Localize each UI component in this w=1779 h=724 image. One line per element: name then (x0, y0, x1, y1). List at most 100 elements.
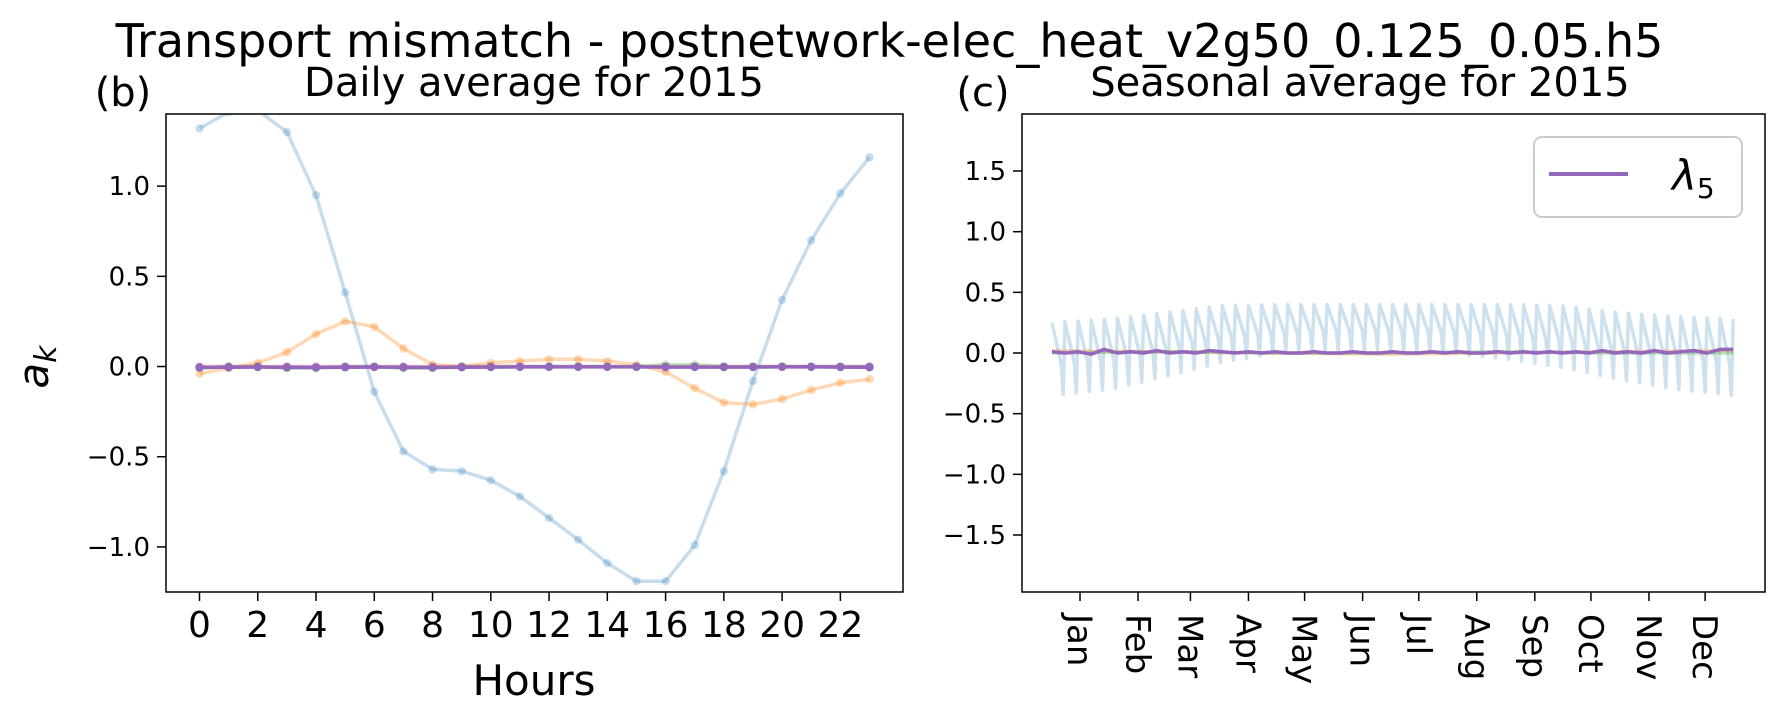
daily-series-1-point (719, 466, 729, 476)
seasonal-ytick-label: 0.5 (965, 278, 1006, 308)
daily-ytick-label: 0.0 (109, 353, 150, 383)
daily-series-5-point (603, 362, 612, 372)
seasonal-series-group (1050, 302, 1735, 398)
daily-series-5-point (807, 362, 816, 372)
daily-ytick-label: 1.0 (109, 172, 150, 202)
daily-series-5-point (777, 362, 787, 372)
daily-series-2-point (836, 378, 845, 387)
daily-xtick-label: 8 (421, 605, 444, 646)
daily-series-1-point (486, 475, 496, 485)
daily-series-2-point (719, 398, 729, 407)
daily-series-2-point (807, 385, 816, 395)
daily-series-5-point (282, 363, 292, 372)
daily-xtick-label: 20 (759, 605, 805, 646)
seasonal-ytick-label: 0.0 (965, 339, 1006, 369)
seasonal-xtick-label: Nov (1628, 614, 1668, 680)
daily-series-1-point (573, 535, 583, 544)
daily-series-1-point (836, 189, 845, 198)
seasonal-ytick-label: −1.0 (943, 460, 1006, 490)
daily-xtick-label: 4 (305, 605, 328, 646)
daily-series-5-point (573, 362, 583, 372)
daily-series-2-point (515, 356, 525, 366)
daily-series-5-point (340, 363, 350, 372)
daily-series-5-point (457, 363, 466, 372)
seasonal-xtick-label: May (1284, 614, 1324, 684)
daily-series-1-point (603, 558, 612, 568)
seasonal-frame (1021, 113, 1766, 593)
seasonal-series-line-4 (1051, 347, 1734, 356)
seasonal-xtick-label: Jul (1398, 612, 1438, 655)
seasonal-xtick-label: Oct (1570, 614, 1610, 673)
daily-xlabel: Hours (472, 656, 595, 705)
daily-series-2-point (865, 374, 874, 384)
daily-series-2-point (370, 322, 379, 332)
daily-series-5-point (224, 363, 233, 372)
daily-xtick-label: 10 (468, 605, 514, 646)
daily-series-1-point (807, 236, 816, 245)
daily-series-5-point (865, 363, 874, 372)
daily-series-5-point (661, 362, 670, 372)
daily-frame (165, 113, 904, 593)
daily-ytick-label: 0.5 (109, 262, 150, 292)
daily-series-2-point (748, 400, 758, 409)
seasonal-xtick-label: Jan (1059, 612, 1099, 666)
daily-series-5-point (632, 362, 641, 372)
daily-series-group (195, 114, 874, 586)
daily-series-5-point (428, 363, 437, 372)
seasonal-legend: λ5 (1533, 136, 1743, 218)
daily-series-1-point (457, 466, 466, 476)
daily-series-5-point (690, 362, 699, 372)
daily-xtick-label: 18 (701, 605, 747, 646)
daily-series-5-point (544, 362, 554, 372)
daily-series-5-point (370, 362, 379, 372)
daily-series-1-point (632, 576, 641, 586)
seasonal-xtick-label: Feb (1117, 614, 1157, 674)
daily-title: Daily average for 2015 (304, 60, 764, 106)
seasonal-xtick-label: Dec (1684, 614, 1724, 680)
daily-xtick-label: 2 (246, 605, 269, 646)
seasonal-ytick-label: −1.5 (943, 521, 1006, 551)
daily-series-line-5 (199, 365, 870, 370)
seasonal-series-line-1 (1050, 302, 1735, 398)
figure-suptitle: Transport mismatch - postnetwork-elec_he… (115, 14, 1664, 68)
seasonal-xtick-label: Sep (1514, 614, 1554, 678)
daily-plot-area (195, 114, 874, 586)
seasonal-plot-area (1050, 302, 1735, 398)
seasonal-xtick-label: Apr (1227, 614, 1267, 673)
daily-series-1-point (777, 295, 787, 304)
daily-series-5-point (836, 362, 845, 372)
seasonal-xtick-label: Aug (1456, 614, 1496, 680)
daily-series-2-point (282, 347, 292, 357)
daily-series-5-point (719, 362, 729, 372)
daily-series-5-point (399, 363, 408, 372)
seasonal-xtick-label: Jun (1342, 612, 1382, 667)
daily-series-2-point (690, 383, 699, 393)
daily-series-2-point (311, 329, 321, 339)
daily-series-1-point (195, 124, 204, 133)
legend-label-lambda5: λ5 (1670, 151, 1715, 205)
daily-series-1-point (690, 540, 699, 550)
seasonal-ytick-label: −0.5 (943, 400, 1006, 430)
daily-series-2-point (777, 394, 787, 404)
daily-ylabel: ak (9, 344, 64, 389)
daily-xtick-label: 16 (643, 605, 689, 646)
daily-series-2-point (544, 355, 554, 364)
daily-series-1-point (370, 387, 379, 396)
daily-xtick-label: 12 (526, 605, 572, 646)
daily-series-1-point (748, 376, 758, 386)
daily-series-1-point (865, 153, 874, 162)
seasonal-ytick-label: 1.0 (965, 218, 1006, 248)
daily-ytick-label: −0.5 (87, 443, 150, 473)
daily-panel-label: (b) (95, 70, 152, 116)
seasonal-title: Seasonal average for 2015 (1090, 60, 1630, 106)
daily-xtick-label: 22 (817, 605, 863, 646)
daily-series-1-point (544, 513, 554, 523)
daily-ytick-label: −1.0 (87, 533, 150, 563)
daily-series-1-point (282, 127, 292, 137)
seasonal-xtick-label: Mar (1169, 614, 1209, 678)
daily-axes: 0 2 4 6 8 10 12 14 16 18 20 22 −1.0 −0.5 0.0 0.5 1.0 (87, 172, 863, 646)
daily-xtick-label: 0 (188, 605, 211, 646)
daily-series-2-point (340, 317, 350, 326)
daily-series-5-point (195, 363, 204, 372)
